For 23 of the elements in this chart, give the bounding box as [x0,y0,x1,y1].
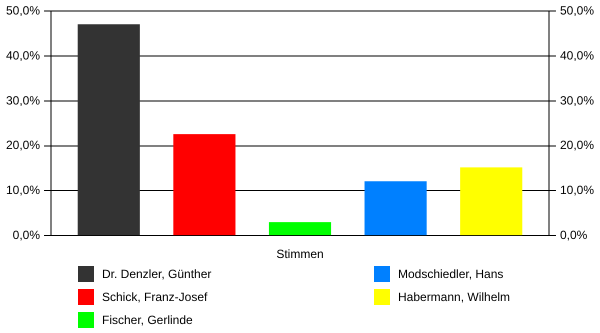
legend-label: Habermann, Wilhelm [398,290,510,304]
legend-label: Dr. Denzler, Günther [102,266,212,280]
y-tick-label: 0,0% [12,228,40,242]
text: 40,0% [560,48,594,62]
bar [78,24,140,236]
legend-label: Modschiedler, Hans [398,266,504,280]
text: 30,0% [560,93,594,108]
y-tick-label: 10,0% [6,183,40,198]
bar [173,134,236,236]
y-tick-label: 50,0% [6,4,40,18]
text: 20,0% [560,138,594,152]
y-tick-label: 40,0% [6,48,40,62]
y-tick-label: 30,0% [6,93,40,108]
bar [364,181,427,236]
y-tick-label: 20,0% [6,138,40,152]
bar [460,167,522,236]
x-tick-label: Stimmen [276,247,324,262]
text: 0,0% [560,228,588,242]
legend-label: Schick, Franz-Josef [102,290,208,304]
text: 10,0% [560,183,594,198]
text: 50,0% [560,4,594,18]
legend-label: Fischer, Gerlinde [102,312,193,326]
bar [268,222,332,236]
